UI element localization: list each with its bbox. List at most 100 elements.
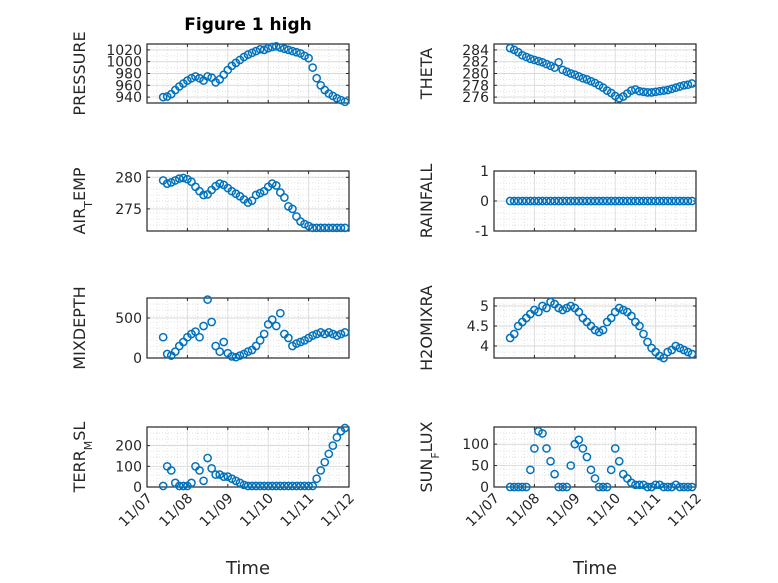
series-markers xyxy=(158,295,350,362)
data-point xyxy=(340,223,350,233)
data-point xyxy=(280,44,289,54)
data-point xyxy=(667,84,677,94)
data-point xyxy=(614,93,624,103)
data-point xyxy=(683,482,693,492)
data-point xyxy=(622,196,632,206)
data-point xyxy=(635,86,644,96)
figure-title: Figure 1 high xyxy=(184,15,312,35)
data-point xyxy=(610,196,620,206)
data-point xyxy=(530,196,539,206)
data-point xyxy=(687,482,697,492)
y-tick-label: 0 xyxy=(133,351,142,367)
data-point xyxy=(187,478,196,488)
grid xyxy=(147,427,349,488)
data-point xyxy=(635,196,644,206)
data-point xyxy=(578,196,588,206)
data-point xyxy=(534,196,543,206)
data-point xyxy=(586,76,596,86)
data-point xyxy=(513,482,523,492)
data-point xyxy=(558,196,568,206)
data-point xyxy=(243,198,253,207)
y-tick-label: 5 xyxy=(480,299,489,315)
y-tick-label: 1000 xyxy=(106,55,142,71)
data-point xyxy=(191,72,200,81)
y-tick-label: 940 xyxy=(115,90,142,106)
data-point xyxy=(243,481,253,491)
data-point xyxy=(513,196,523,206)
data-point xyxy=(679,196,689,206)
data-point xyxy=(332,331,342,340)
y-tick-label: -1 xyxy=(475,224,489,240)
data-point xyxy=(251,190,261,200)
data-point xyxy=(586,465,596,475)
data-point xyxy=(526,54,535,64)
data-point xyxy=(332,93,342,103)
data-point xyxy=(509,482,519,492)
data-point xyxy=(166,178,176,187)
data-point xyxy=(292,47,301,57)
subplot-3: 275 280 AIRTEMP xyxy=(70,167,350,235)
data-point xyxy=(292,339,301,348)
data-point xyxy=(631,85,640,94)
data-point xyxy=(255,336,265,345)
data-point xyxy=(554,57,563,67)
data-point xyxy=(255,188,265,198)
x-tick-label: 11/08 xyxy=(156,491,196,531)
data-point xyxy=(275,43,285,52)
data-point xyxy=(324,449,334,459)
x-tick-label: 11/10 xyxy=(237,491,277,531)
data-point xyxy=(663,196,673,206)
data-point xyxy=(542,444,551,453)
data-point xyxy=(618,196,628,206)
data-point xyxy=(215,179,225,188)
data-point xyxy=(570,70,580,80)
x-tick-label: 11/12 xyxy=(318,491,358,531)
x-tick-label: 11/07 xyxy=(116,491,156,531)
axes-box xyxy=(493,297,697,359)
data-point xyxy=(340,328,350,337)
data-point xyxy=(659,353,669,363)
data-point xyxy=(635,480,644,490)
data-point xyxy=(651,480,660,490)
data-point xyxy=(639,329,648,339)
data-point xyxy=(312,329,322,339)
data-point xyxy=(659,196,669,206)
data-point xyxy=(586,196,596,206)
x-tick-label: 11/07 xyxy=(463,491,503,531)
data-point xyxy=(259,481,269,491)
data-point xyxy=(582,452,592,462)
y-tick-label: 280 xyxy=(115,170,142,186)
data-point xyxy=(243,50,253,59)
data-point xyxy=(312,223,322,233)
data-point xyxy=(663,85,673,95)
y-tick-label: 0 xyxy=(480,194,489,210)
data-point xyxy=(671,83,681,93)
data-point xyxy=(550,469,559,479)
x-tick-label: 11/10 xyxy=(584,491,624,531)
data-point xyxy=(526,465,535,475)
data-point xyxy=(687,196,697,206)
data-point xyxy=(521,196,531,206)
data-point xyxy=(538,429,547,438)
data-point xyxy=(675,196,685,206)
data-point xyxy=(655,86,664,96)
x-tick-label: 11/08 xyxy=(503,491,543,531)
axes-box xyxy=(146,297,350,359)
data-point xyxy=(158,481,168,491)
data-point xyxy=(614,456,624,466)
data-point xyxy=(284,333,293,343)
series-markers xyxy=(158,42,350,107)
data-point xyxy=(336,223,346,233)
data-point xyxy=(683,196,693,206)
data-point xyxy=(570,196,580,206)
data-point xyxy=(203,295,212,304)
data-point xyxy=(271,42,281,51)
data-point xyxy=(687,349,697,359)
y-axis-label: TERRMSL xyxy=(70,422,95,494)
data-point xyxy=(312,474,322,484)
data-point xyxy=(187,73,196,83)
data-point xyxy=(247,48,257,58)
data-point xyxy=(679,80,689,90)
data-point xyxy=(308,223,317,233)
